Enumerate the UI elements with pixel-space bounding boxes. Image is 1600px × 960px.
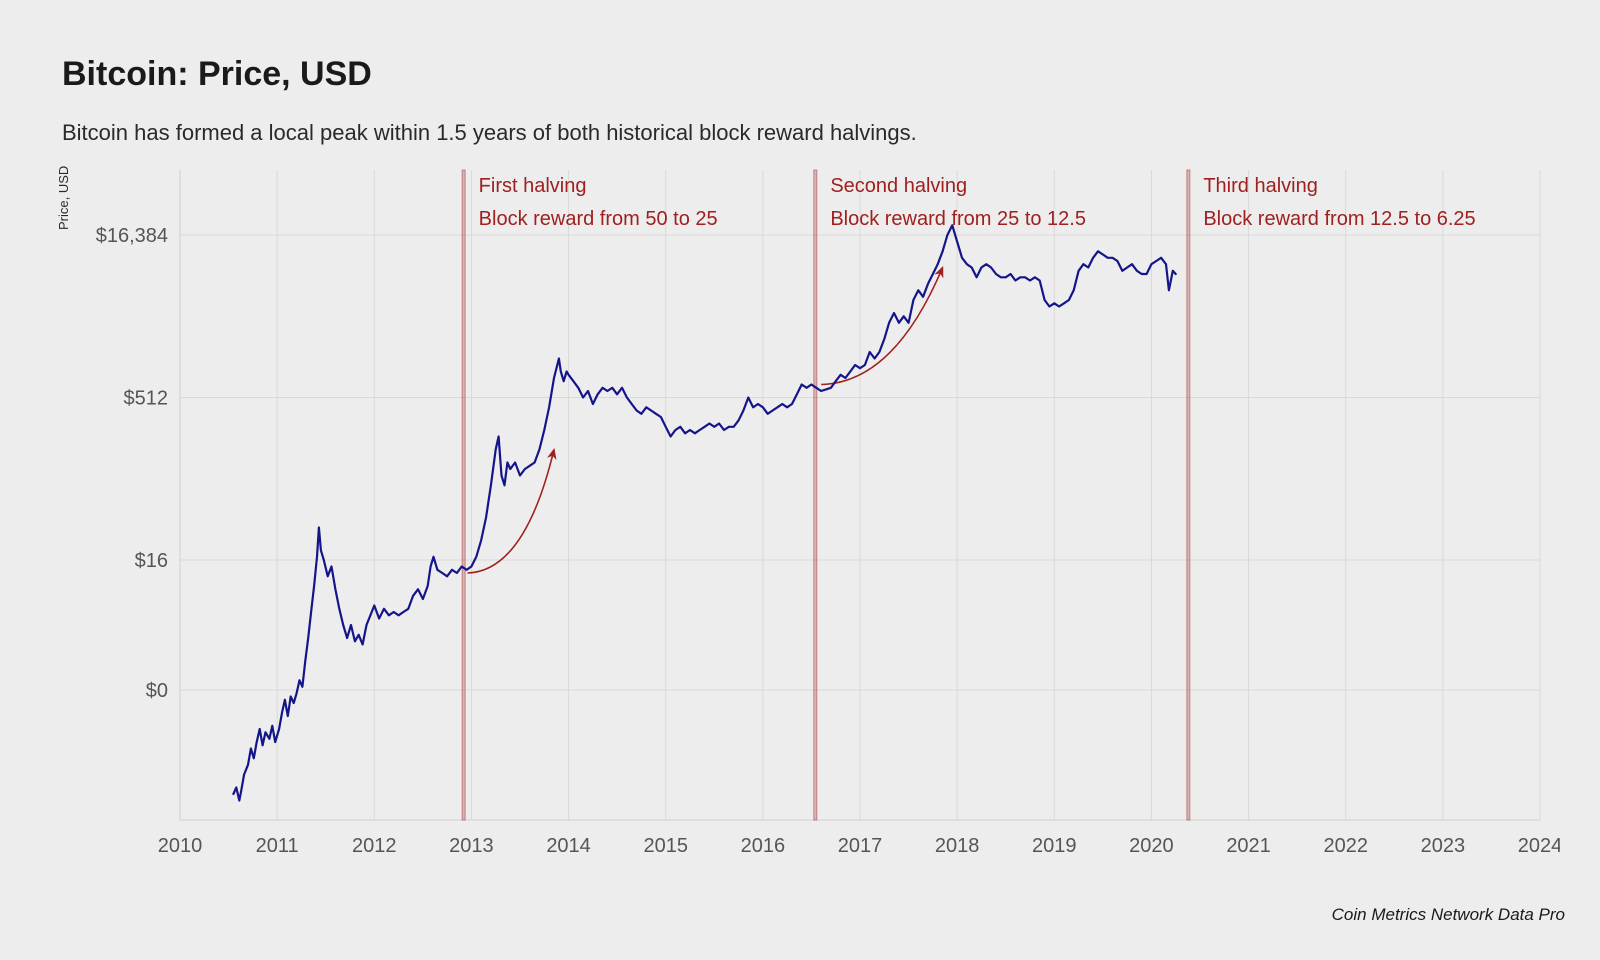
x-tick-label: 2022 — [1323, 835, 1368, 857]
halving-annotation: Block reward from 25 to 12.5 — [830, 208, 1086, 230]
y-axis-title: Price, USD — [56, 166, 71, 230]
y-tick-label: $512 — [124, 388, 169, 410]
x-tick-label: 2024 — [1518, 835, 1560, 857]
chart-title: Bitcoin: Price, USD — [62, 55, 372, 94]
halving-annotation: Third halving — [1203, 175, 1318, 197]
chart-svg: 2010 2011 2012 2013 2014 2015 2016 2017 2018 2019… — [50, 160, 1560, 900]
x-tick-label: 2010 — [158, 835, 203, 857]
arrow-annotation — [821, 268, 942, 385]
x-tick-label: 2014 — [546, 835, 591, 857]
y-tick-label: $16 — [135, 550, 168, 572]
halving-annotation: First halving — [479, 175, 587, 197]
x-tick-label: 2015 — [643, 835, 688, 857]
halving-annotation: Block reward from 12.5 to 6.25 — [1203, 208, 1475, 230]
y-tick-label: $16,384 — [96, 225, 168, 247]
halving-line — [814, 170, 817, 820]
halving-annotation: Block reward from 50 to 25 — [479, 208, 718, 230]
x-tick-label: 2021 — [1226, 835, 1271, 857]
chart-container: Bitcoin: Price, USD Bitcoin has formed a… — [0, 0, 1600, 960]
x-tick-label: 2023 — [1421, 835, 1466, 857]
halving-line — [462, 170, 465, 820]
x-tick-label: 2013 — [449, 835, 494, 857]
attribution-text: Coin Metrics Network Data Pro — [1332, 905, 1565, 925]
x-tick-label: 2020 — [1129, 835, 1174, 857]
halving-annotation: Second halving — [830, 175, 967, 197]
x-tick-label: 2017 — [838, 835, 883, 857]
x-tick-label: 2016 — [741, 835, 786, 857]
chart-subtitle: Bitcoin has formed a local peak within 1… — [62, 120, 917, 146]
y-tick-label: $0 — [146, 680, 168, 702]
chart-plot-area: 2010 2011 2012 2013 2014 2015 2016 2017 2018 2019… — [50, 160, 1560, 900]
x-tick-label: 2018 — [935, 835, 980, 857]
x-tick-label: 2011 — [256, 835, 299, 857]
x-tick-label: 2012 — [352, 835, 397, 857]
x-tick-label: 2019 — [1032, 835, 1077, 857]
halving-line — [1187, 170, 1190, 820]
